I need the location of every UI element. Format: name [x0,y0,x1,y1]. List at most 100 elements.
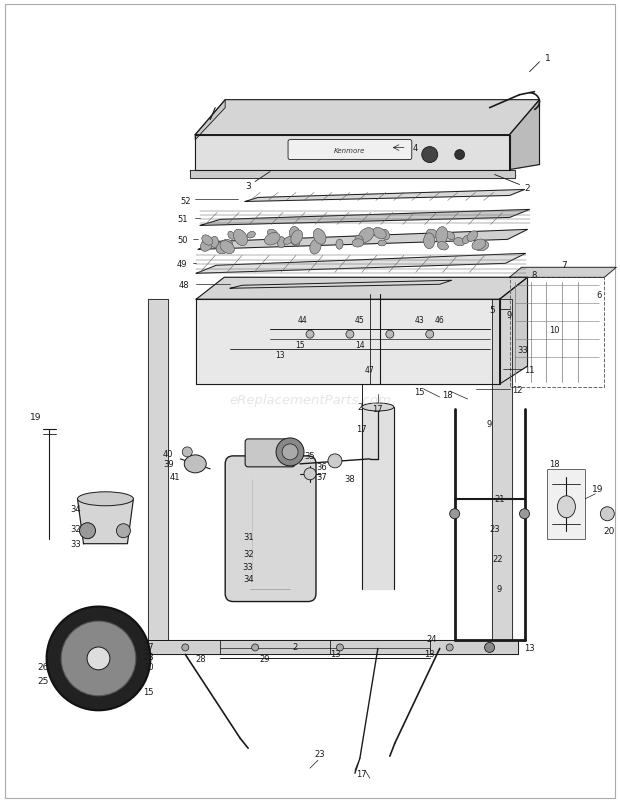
Circle shape [328,454,342,468]
Text: 33: 33 [243,562,254,572]
Ellipse shape [284,238,292,245]
Circle shape [252,644,259,651]
Circle shape [446,644,453,651]
Text: 15: 15 [295,340,305,349]
Ellipse shape [267,230,278,238]
Ellipse shape [438,243,448,251]
Circle shape [276,438,304,467]
Text: 47: 47 [365,365,374,374]
Text: 13: 13 [275,350,285,359]
Text: 2: 2 [293,642,298,651]
Text: 7: 7 [562,260,567,270]
Text: 14: 14 [355,340,365,349]
Polygon shape [230,281,452,289]
Text: 33: 33 [517,345,528,354]
Text: 35: 35 [304,452,316,461]
Polygon shape [190,170,515,178]
Ellipse shape [228,232,234,240]
Polygon shape [510,268,616,278]
Text: 9: 9 [487,420,492,429]
Text: 15: 15 [143,687,154,696]
Ellipse shape [352,239,364,247]
Text: 46: 46 [435,316,445,324]
Circle shape [454,150,464,161]
Bar [510,278,604,388]
Ellipse shape [200,238,213,252]
Text: 32: 32 [70,524,81,533]
Text: 43: 43 [415,316,425,324]
Text: 18: 18 [549,460,560,469]
Text: 41: 41 [170,473,180,482]
Ellipse shape [427,230,438,238]
Polygon shape [510,100,539,170]
Text: 37: 37 [317,473,327,482]
Polygon shape [197,254,526,274]
FancyBboxPatch shape [288,141,412,161]
Text: 13: 13 [425,649,435,658]
Circle shape [346,331,354,339]
Circle shape [117,524,130,538]
Ellipse shape [247,232,255,238]
Text: 36: 36 [317,463,327,472]
Text: 4: 4 [412,144,417,153]
Text: 18: 18 [443,390,453,399]
Circle shape [182,447,192,457]
Text: 3: 3 [246,181,251,191]
Text: 31: 31 [243,532,254,541]
Text: 12: 12 [512,385,523,394]
Ellipse shape [184,455,206,473]
Ellipse shape [463,236,470,244]
Polygon shape [362,407,394,589]
Ellipse shape [291,230,303,245]
Text: 17: 17 [373,405,383,414]
Text: 32: 32 [243,549,254,558]
Ellipse shape [216,240,232,255]
Text: 20: 20 [604,527,615,536]
Ellipse shape [475,242,489,251]
Ellipse shape [467,231,477,242]
Circle shape [520,509,529,519]
Ellipse shape [423,234,435,249]
Circle shape [87,647,110,670]
Text: 22: 22 [492,554,503,564]
Circle shape [61,622,136,696]
Text: 8: 8 [532,271,537,279]
Text: 10: 10 [549,325,560,334]
Circle shape [386,331,394,339]
Text: 17: 17 [356,425,367,434]
FancyBboxPatch shape [245,439,295,467]
Polygon shape [245,190,525,202]
Ellipse shape [355,236,363,243]
Circle shape [182,644,188,651]
Ellipse shape [290,227,300,242]
Ellipse shape [202,235,213,246]
Text: 26: 26 [37,662,48,671]
Circle shape [450,509,459,519]
Ellipse shape [378,241,386,247]
Ellipse shape [314,230,326,245]
Text: Kenmore: Kenmore [334,148,366,153]
Polygon shape [197,278,528,300]
Polygon shape [500,278,528,385]
Ellipse shape [446,232,454,240]
Polygon shape [198,230,528,250]
Ellipse shape [373,228,386,239]
Text: 45: 45 [355,316,365,324]
Ellipse shape [362,403,394,411]
Polygon shape [195,100,225,141]
Circle shape [337,644,343,651]
Text: 50: 50 [177,235,187,245]
Text: 19: 19 [591,485,603,494]
Text: 9: 9 [507,310,512,320]
Ellipse shape [265,234,280,246]
Polygon shape [148,641,518,654]
Text: 6: 6 [596,291,602,300]
Text: 44: 44 [297,316,307,324]
Text: 2: 2 [525,184,530,193]
Circle shape [422,148,438,163]
Text: 19: 19 [30,413,42,422]
Text: 15: 15 [415,387,425,396]
Ellipse shape [381,230,389,240]
Text: 13: 13 [524,643,535,652]
Text: 28: 28 [195,654,206,663]
